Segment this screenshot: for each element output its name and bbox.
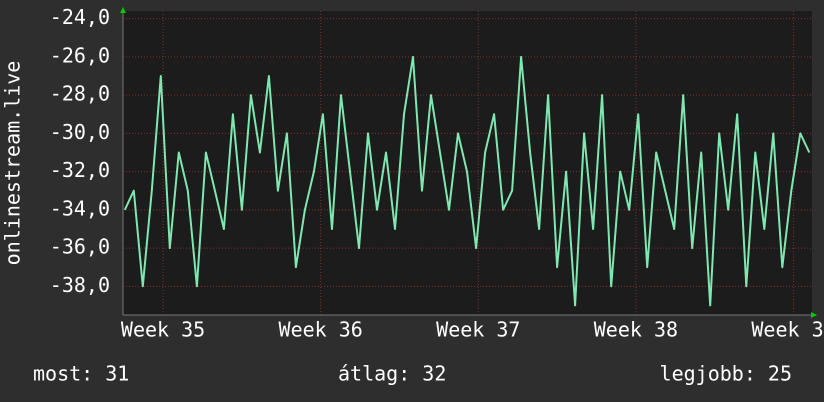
y-tick-label: -30,0: [50, 120, 110, 144]
y-arrow: [120, 7, 126, 13]
x-tick-label: Week 36: [279, 318, 363, 342]
y-tick-label: -38,0: [50, 273, 110, 297]
y-tick-label: -28,0: [50, 82, 110, 106]
marks: [123, 55, 811, 307]
x-tick-label: Week 37: [436, 318, 520, 342]
x-tick-label: Week 38: [594, 318, 678, 342]
series-line: [123, 55, 811, 307]
footer-best: legjobb: 25: [660, 362, 792, 386]
y-axis-title: onlinestream.live: [1, 61, 25, 266]
footer-average: átlag: 32: [338, 362, 446, 386]
y-tick-label: -24,0: [50, 5, 110, 29]
footer-current: most: 31: [33, 362, 129, 386]
x-tick-label: Week 35: [121, 318, 205, 342]
x-arrow: [811, 312, 817, 318]
y-tick-label: -36,0: [50, 235, 110, 259]
x-tick-label: Week 39: [751, 318, 824, 342]
y-tick-label: -34,0: [50, 196, 110, 220]
y-tick-label: -32,0: [50, 158, 110, 182]
y-tick-label: -26,0: [50, 43, 110, 67]
